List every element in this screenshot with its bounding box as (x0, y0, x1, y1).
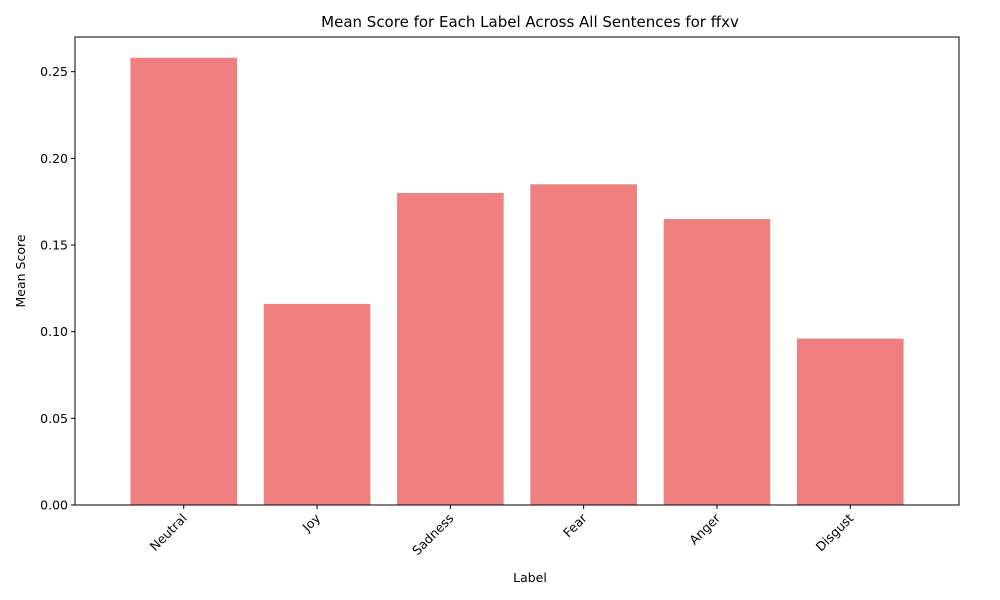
y-tick-label: 0.05 (40, 411, 68, 426)
y-tick-label: 0.20 (40, 151, 68, 166)
x-tick-label: Anger (686, 510, 724, 548)
bar-disgust (796, 338, 904, 505)
bar-fear (530, 184, 637, 505)
x-tick-label: Neutral (147, 511, 190, 554)
bars-layer (130, 57, 904, 506)
x-axis: Neutral Joy Sadness Fear Anger Disgust (147, 505, 857, 558)
y-tick-label: 0.00 (40, 498, 68, 513)
bar-sadness (397, 193, 504, 505)
plot-frame (74, 36, 960, 506)
x-tick-label: Joy (299, 510, 324, 535)
y-axis: 0.00 0.05 0.10 0.15 0.20 0.25 (40, 64, 75, 513)
bar-joy (263, 303, 371, 505)
chart-title: Mean Score for Each Label Across All Sen… (321, 13, 739, 31)
y-axis-title: Mean Score (13, 234, 28, 307)
y-tick-label: 0.25 (40, 64, 68, 79)
bar-neutral (130, 57, 238, 506)
x-tick-label: Sadness (409, 511, 456, 558)
x-tick-label: Fear (560, 510, 590, 540)
x-tick-label: Disgust (813, 510, 857, 554)
bar-anger (663, 219, 771, 505)
x-axis-title: Label (513, 570, 547, 585)
y-tick-label: 0.15 (40, 238, 68, 253)
y-tick-label: 0.10 (40, 324, 68, 339)
